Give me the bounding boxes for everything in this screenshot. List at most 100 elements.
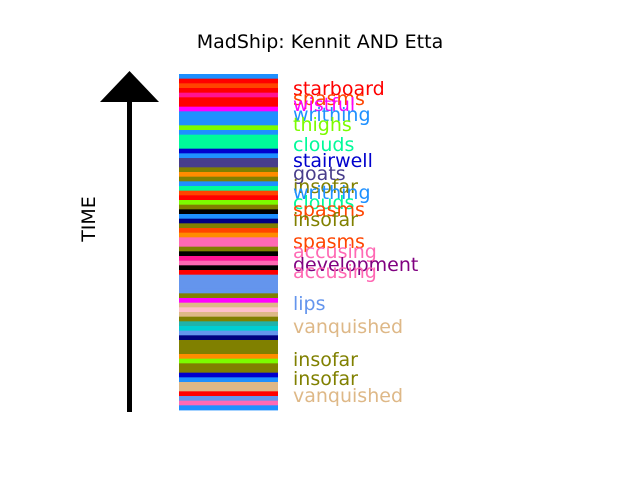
timeline-stripe <box>179 139 278 145</box>
event-label: insofar <box>293 349 358 371</box>
timeline-stripe <box>179 274 278 280</box>
timeline-stripe <box>179 144 278 150</box>
event-label: thighs <box>293 114 352 136</box>
timeline-stripe <box>179 167 278 173</box>
timeline-stripe <box>179 377 278 383</box>
timeline-stripe <box>179 298 278 304</box>
timeline-stripe <box>179 218 278 224</box>
timeline-stripe <box>179 386 278 392</box>
event-label: clouds <box>293 192 354 214</box>
timeline-stripe <box>179 92 278 98</box>
event-label: accusing <box>293 241 377 263</box>
timeline-stripe <box>179 335 278 341</box>
timeline-stripe <box>179 354 278 360</box>
timeline-stripe <box>179 237 278 243</box>
timeline-stripe <box>179 312 278 318</box>
timeline-stripe <box>179 106 278 112</box>
timeline-stripe <box>179 162 278 168</box>
time-arrow-head <box>100 71 159 102</box>
timeline-stripe <box>179 368 278 374</box>
event-label: insofar <box>293 368 358 390</box>
event-label: wistful <box>293 94 355 116</box>
timeline-stripe <box>179 260 278 266</box>
event-label: vanquished <box>293 316 403 338</box>
timeline-stripe <box>179 172 278 178</box>
timeline-stripe <box>179 344 278 350</box>
timeline-stripe <box>179 83 278 89</box>
timeline-stripe <box>179 232 278 238</box>
event-label: spasms <box>293 199 365 221</box>
chart-title: MadShip: Kennit AND Etta <box>196 31 444 53</box>
timeline-stripe <box>179 246 278 252</box>
timeline-stripe <box>179 265 278 271</box>
timeline-stripe <box>179 74 278 80</box>
timeline-stripe <box>179 158 278 164</box>
timeline-stripe <box>179 102 278 108</box>
timeline-stripe <box>179 372 278 378</box>
event-label: spasms <box>293 231 365 253</box>
timeline-stripe <box>179 125 278 131</box>
timeline-stripe <box>179 293 278 299</box>
event-label: insofar <box>293 176 358 198</box>
timeline-stripe <box>179 256 278 262</box>
event-label: writhing <box>293 182 371 204</box>
timeline-stripe <box>179 307 278 313</box>
timeline-stripe <box>179 209 278 215</box>
timeline-stripe <box>179 78 278 84</box>
time-arrow-shaft <box>127 100 132 412</box>
timeline-stripe <box>179 400 278 406</box>
timeline-stripe <box>179 349 278 355</box>
event-label: insofar <box>293 209 358 231</box>
event-label: development <box>293 254 418 276</box>
timeline-stripe <box>179 148 278 154</box>
timeline-stripe <box>179 242 278 248</box>
timeline-stripe <box>179 195 278 201</box>
timeline-stripe <box>179 181 278 187</box>
timeline-stripe <box>179 396 278 402</box>
timeline-stripe <box>179 358 278 364</box>
event-label: spasms <box>293 88 365 110</box>
timeline-stripe <box>179 200 278 206</box>
event-label: lips <box>293 293 326 315</box>
timeline-stripe <box>179 288 278 294</box>
event-label: stairwell <box>293 150 373 172</box>
time-arrow <box>100 71 159 412</box>
event-label: clouds <box>293 134 354 156</box>
timeline-stripe <box>179 363 278 369</box>
timeline-stripe <box>179 111 278 117</box>
timeline-stripe <box>179 88 278 94</box>
timeline-stripe <box>179 326 278 332</box>
timeline-stripe <box>179 330 278 336</box>
timeline-stripe <box>179 153 278 159</box>
event-label: vanquished <box>293 385 403 407</box>
event-labels: starboardspasmswistfulwrithingthighsclou… <box>293 78 418 407</box>
timeline-stripe <box>179 134 278 140</box>
event-label: starboard <box>293 78 385 100</box>
timeline-stripe <box>179 316 278 322</box>
timeline-stripe <box>179 204 278 210</box>
color-stripes <box>179 74 278 411</box>
timeline-stripe <box>179 130 278 136</box>
timeline-stripe <box>179 391 278 397</box>
timeline-stripe <box>179 284 278 290</box>
timeline-stripe <box>179 97 278 103</box>
timeline-stripe <box>179 270 278 276</box>
timeline-stripe <box>179 176 278 182</box>
timeline-stripe <box>179 186 278 192</box>
timeline-stripe <box>179 190 278 196</box>
timeline-stripe <box>179 302 278 308</box>
timeline-stripe <box>179 405 278 411</box>
event-label: goats <box>293 163 346 185</box>
timeline-stripe <box>179 228 278 234</box>
timeline-stripe <box>179 382 278 388</box>
event-label: accusing <box>293 261 377 283</box>
timeline-stripe <box>179 116 278 122</box>
timeline-stripe <box>179 279 278 285</box>
timeline-stripe <box>179 214 278 220</box>
timeline-stripe <box>179 251 278 257</box>
timeline-stripe <box>179 321 278 327</box>
timeline-stripe <box>179 120 278 126</box>
timeline-stripe <box>179 223 278 229</box>
timeline-stripe <box>179 340 278 346</box>
